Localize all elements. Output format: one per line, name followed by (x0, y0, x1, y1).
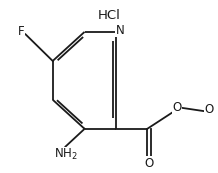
Text: O: O (172, 101, 182, 113)
Text: HCl: HCl (98, 9, 120, 22)
Text: O: O (204, 103, 213, 116)
Text: N: N (116, 24, 125, 37)
Text: O: O (145, 157, 154, 170)
Text: NH$_2$: NH$_2$ (54, 147, 77, 162)
Text: F: F (17, 25, 24, 38)
